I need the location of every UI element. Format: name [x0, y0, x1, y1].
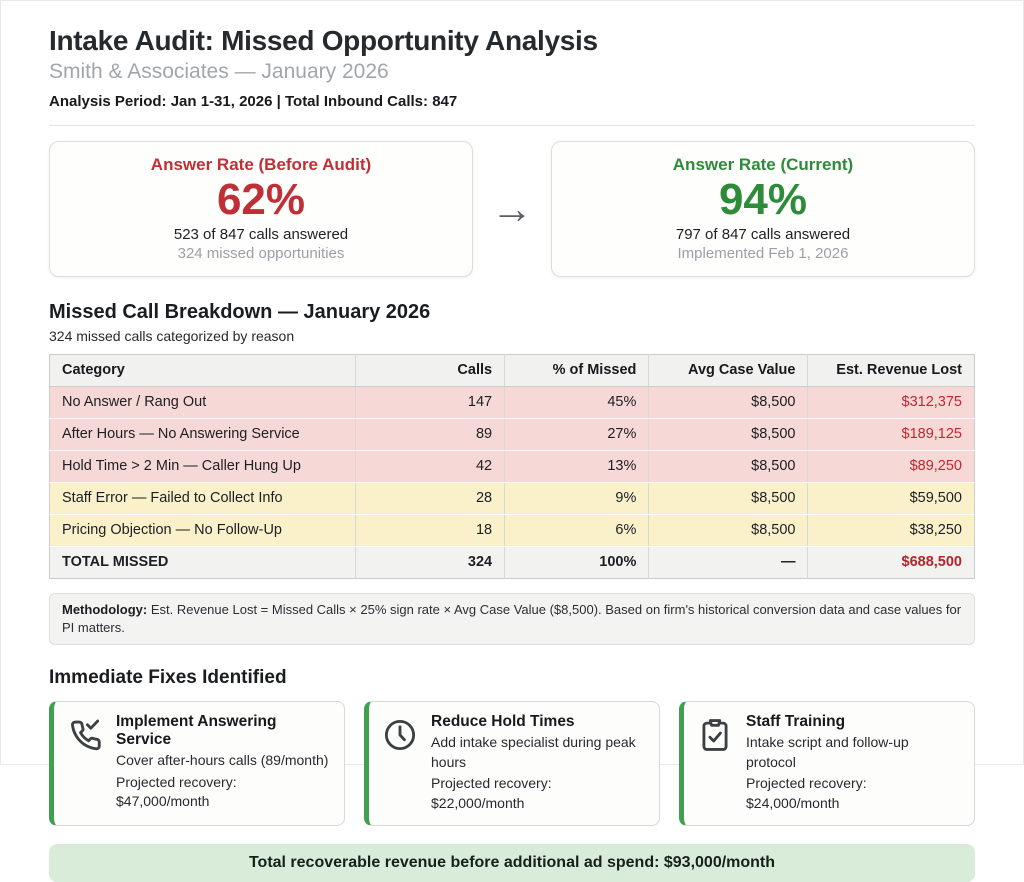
stat-subdetail: 324 missed opportunities	[177, 244, 345, 262]
category-cell: TOTAL MISSED	[49, 545, 356, 579]
avg-cell: $8,500	[648, 450, 808, 483]
fix-line2: Projected recovery: $22,000/month	[431, 775, 552, 811]
total-recoverable-banner: Total recoverable revenue before additio…	[49, 843, 975, 882]
methodology-text: Est. Revenue Lost = Missed Calls × 25% s…	[62, 601, 962, 635]
category-cell: After Hours — No Answering Service	[49, 418, 356, 451]
revenue-cell: $189,125	[807, 418, 975, 451]
page-title: Intake Audit: Missed Opportunity Analysi…	[49, 25, 598, 56]
category-cell: Hold Time > 2 Min — Caller Hung Up	[49, 450, 356, 483]
pct-cell: 13%	[504, 450, 649, 483]
breakdown-heading: Missed Call Breakdown — January 2026	[49, 300, 431, 323]
fix-card-answering-service: Implement Answering Service Cover after-…	[49, 701, 345, 826]
missed-call-table: Category Calls % of Missed Avg Case Valu…	[49, 353, 975, 579]
fix-line2: Projected recovery: $47,000/month	[116, 773, 237, 810]
table-row: Pricing Objection — No Follow-Up 18 6% $…	[49, 514, 975, 547]
table-row: After Hours — No Answering Service 89 27…	[49, 418, 975, 451]
fix-card-body: Reduce Hold Times Add intake specialist …	[431, 713, 647, 813]
revenue-cell: $38,250	[807, 514, 975, 547]
stat-value: 94%	[718, 175, 808, 225]
col-header-revenue: Est. Revenue Lost	[807, 354, 975, 387]
answer-rate-comparison: Answer Rate (Before Audit) 62% 523 of 84…	[49, 141, 975, 277]
fix-card-body: Implement Answering Service Cover after-…	[116, 713, 332, 812]
methodology-note: Methodology: Est. Revenue Lost = Missed …	[49, 592, 975, 646]
header-divider	[49, 125, 975, 127]
pct-cell: 9%	[504, 482, 649, 515]
calls-cell: 42	[355, 450, 505, 483]
col-header-avg: Avg Case Value	[648, 354, 808, 387]
fix-card-hold-times: Reduce Hold Times Add intake specialist …	[364, 701, 660, 826]
stat-subdetail: Implemented Feb 1, 2026	[677, 244, 849, 262]
transition-arrow-icon: →	[491, 184, 533, 232]
calls-cell: 28	[355, 482, 505, 515]
avg-cell: $8,500	[648, 386, 808, 419]
pct-cell: 27%	[504, 418, 649, 451]
col-header-pct: % of Missed	[504, 354, 649, 387]
fix-title: Reduce Hold Times	[431, 713, 575, 731]
avg-cell: —	[648, 545, 808, 579]
pct-cell: 45%	[504, 386, 649, 419]
calls-cell: 147	[355, 386, 505, 419]
col-header-category: Category	[49, 354, 356, 387]
stat-card-current: Answer Rate (Current) 94% 797 of 847 cal…	[551, 141, 975, 277]
stat-value: 62%	[216, 175, 306, 225]
breakdown-subheading: 324 missed calls categorized by reason	[49, 327, 295, 344]
calls-cell: 89	[355, 418, 505, 451]
avg-cell: $8,500	[648, 418, 808, 451]
stat-detail: 523 of 847 calls answered	[173, 225, 349, 243]
fix-line1: Add intake specialist during peak hours	[431, 734, 636, 770]
table-row: Hold Time > 2 Min — Caller Hung Up 42 13…	[49, 450, 975, 483]
fixes-heading: Immediate Fixes Identified	[49, 667, 287, 689]
fix-title: Implement Answering Service	[116, 713, 277, 749]
revenue-cell: $89,250	[807, 450, 975, 483]
calls-cell: 18	[355, 514, 505, 547]
pct-cell: 6%	[504, 514, 649, 547]
revenue-cell: $59,500	[807, 482, 975, 515]
fix-card-body: Staff Training Intake script and follow-…	[746, 713, 962, 813]
fix-line1: Intake script and follow-up protocol	[746, 734, 909, 770]
fix-line2: Projected recovery: $24,000/month	[746, 775, 867, 811]
revenue-cell: $688,500	[807, 545, 975, 579]
stat-label: Answer Rate (Current)	[672, 155, 854, 175]
phone-check-icon	[66, 713, 104, 759]
stat-label: Answer Rate (Before Audit)	[150, 155, 372, 175]
col-header-calls: Calls	[355, 354, 505, 387]
fix-line1: Cover after-hours calls (89/month)	[116, 752, 329, 769]
revenue-cell: $312,375	[807, 386, 975, 419]
table-header-row: Category Calls % of Missed Avg Case Valu…	[49, 354, 975, 387]
category-cell: Staff Error — Failed to Collect Info	[49, 482, 356, 515]
methodology-label: Methodology:	[62, 601, 148, 617]
category-cell: Pricing Objection — No Follow-Up	[49, 514, 356, 547]
fix-card-staff-training: Staff Training Intake script and follow-…	[679, 701, 975, 826]
clock-icon	[381, 713, 419, 759]
fix-title: Staff Training	[746, 713, 846, 731]
fixes-cards: Implement Answering Service Cover after-…	[49, 701, 975, 826]
analysis-meta: Analysis Period: Jan 1-31, 2026 | Total …	[49, 93, 458, 111]
stat-card-before: Answer Rate (Before Audit) 62% 523 of 84…	[49, 141, 473, 277]
avg-cell: $8,500	[648, 514, 808, 547]
calls-cell: 324	[355, 545, 505, 579]
stat-detail: 797 of 847 calls answered	[675, 225, 851, 243]
clipboard-check-icon	[696, 713, 734, 759]
table-total-row: TOTAL MISSED 324 100% — $688,500	[49, 545, 975, 579]
avg-cell: $8,500	[648, 482, 808, 515]
table-row: Staff Error — Failed to Collect Info 28 …	[49, 482, 975, 515]
pct-cell: 100%	[504, 545, 649, 579]
page-subtitle: Smith & Associates — January 2026	[49, 60, 389, 84]
category-cell: No Answer / Rang Out	[49, 386, 356, 419]
table-row: No Answer / Rang Out 147 45% $8,500 $312…	[49, 386, 975, 419]
